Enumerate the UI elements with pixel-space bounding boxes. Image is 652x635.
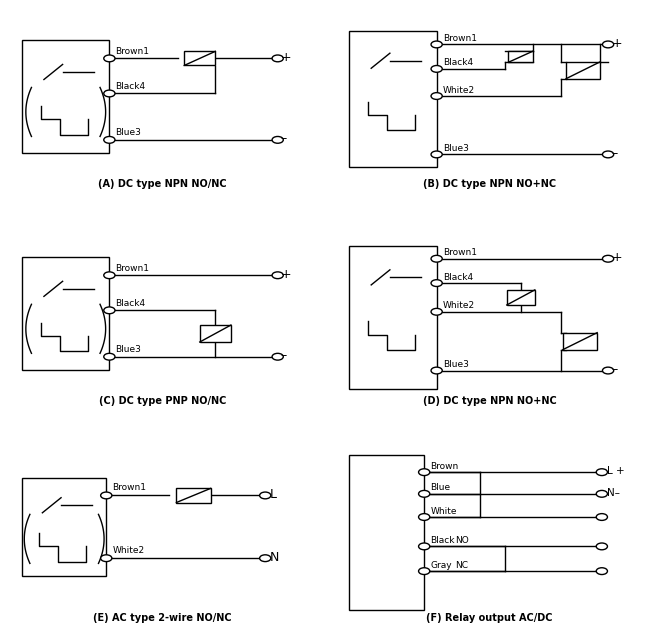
Circle shape	[602, 367, 614, 374]
Text: Brown1: Brown1	[115, 264, 149, 272]
Text: (B) DC type NPN NO+NC: (B) DC type NPN NO+NC	[423, 179, 556, 189]
Bar	[349, 31, 437, 166]
Text: Blue3: Blue3	[443, 144, 469, 153]
Circle shape	[100, 492, 112, 499]
Text: NO: NO	[455, 536, 469, 545]
Text: L +: L +	[606, 466, 624, 476]
Bar	[509, 51, 533, 62]
Circle shape	[431, 309, 442, 315]
Text: Black4: Black4	[115, 298, 146, 307]
Circle shape	[259, 492, 271, 499]
Circle shape	[431, 151, 442, 158]
Text: White: White	[430, 507, 457, 516]
Text: –: –	[611, 147, 617, 160]
Text: Blue: Blue	[430, 483, 451, 492]
Text: Gray: Gray	[430, 561, 452, 570]
Circle shape	[104, 307, 115, 314]
Bar	[177, 488, 211, 502]
Text: –: –	[281, 133, 287, 145]
Circle shape	[272, 353, 284, 360]
Circle shape	[419, 568, 430, 575]
Text: –: –	[611, 363, 617, 376]
Circle shape	[596, 568, 608, 575]
Circle shape	[602, 151, 614, 158]
Bar	[349, 455, 424, 610]
Circle shape	[596, 514, 608, 521]
Bar	[22, 478, 106, 576]
Circle shape	[431, 41, 442, 48]
Circle shape	[104, 90, 115, 97]
Text: +: +	[281, 268, 291, 281]
Circle shape	[259, 555, 271, 561]
Text: N–: N–	[606, 488, 619, 498]
Text: Blue3: Blue3	[443, 360, 469, 369]
Circle shape	[272, 272, 284, 279]
Circle shape	[596, 543, 608, 550]
Bar	[22, 257, 110, 370]
Circle shape	[104, 353, 115, 360]
Text: Brown1: Brown1	[443, 34, 477, 43]
Bar	[184, 51, 215, 65]
Circle shape	[431, 367, 442, 374]
Text: NC: NC	[455, 561, 468, 570]
Bar	[507, 290, 535, 305]
Text: N: N	[270, 551, 279, 564]
Bar	[563, 333, 597, 350]
Bar	[22, 40, 110, 154]
Bar	[200, 325, 231, 342]
Text: White2: White2	[443, 302, 475, 311]
Circle shape	[104, 55, 115, 62]
Circle shape	[104, 137, 115, 144]
Text: (E) AC type 2-wire NO/NC: (E) AC type 2-wire NO/NC	[93, 613, 231, 623]
Text: (D) DC type NPN NO+NC: (D) DC type NPN NO+NC	[422, 396, 557, 406]
Circle shape	[596, 490, 608, 497]
Text: Brown1: Brown1	[113, 483, 147, 491]
Circle shape	[419, 469, 430, 476]
Text: (F) Relay output AC/DC: (F) Relay output AC/DC	[426, 613, 553, 623]
Circle shape	[419, 543, 430, 550]
Circle shape	[602, 41, 614, 48]
Circle shape	[272, 137, 284, 144]
Text: Blue3: Blue3	[115, 345, 141, 354]
Circle shape	[602, 255, 614, 262]
Text: +: +	[281, 51, 291, 64]
Text: Brown: Brown	[430, 462, 458, 471]
Text: White2: White2	[443, 86, 475, 95]
Text: Black: Black	[430, 536, 455, 545]
Circle shape	[104, 272, 115, 279]
Circle shape	[596, 469, 608, 476]
Text: Black4: Black4	[115, 82, 146, 91]
Bar	[349, 246, 437, 389]
Text: +: +	[611, 251, 622, 264]
Circle shape	[431, 255, 442, 262]
Circle shape	[419, 490, 430, 497]
Text: (C) DC type PNP NO/NC: (C) DC type PNP NO/NC	[98, 396, 226, 406]
Text: Black4: Black4	[443, 272, 473, 282]
Text: –: –	[281, 349, 287, 363]
Circle shape	[431, 65, 442, 72]
Circle shape	[272, 55, 284, 62]
Text: Brown1: Brown1	[115, 47, 149, 56]
Circle shape	[431, 279, 442, 286]
Circle shape	[100, 555, 112, 561]
Text: Brown1: Brown1	[443, 248, 477, 257]
Text: Black4: Black4	[443, 58, 473, 67]
Text: (A) DC type NPN NO/NC: (A) DC type NPN NO/NC	[98, 179, 227, 189]
Text: +: +	[611, 37, 622, 50]
Bar	[566, 62, 600, 79]
Circle shape	[431, 93, 442, 100]
Text: Blue3: Blue3	[115, 128, 141, 137]
Circle shape	[419, 514, 430, 521]
Text: L: L	[270, 488, 277, 501]
Text: White2: White2	[113, 545, 145, 554]
